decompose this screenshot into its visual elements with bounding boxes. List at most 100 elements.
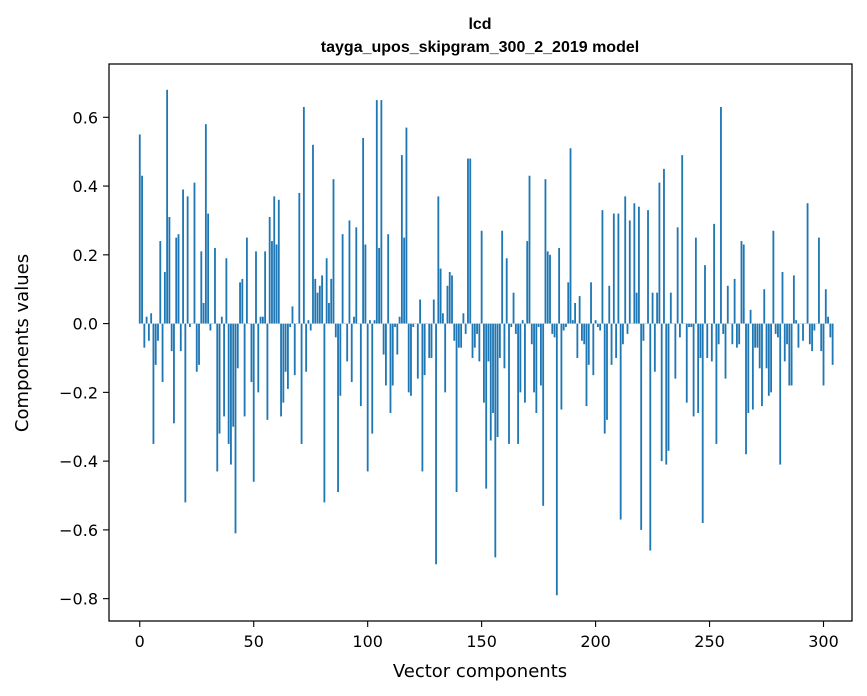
bar <box>608 285 611 324</box>
bar <box>173 323 175 424</box>
bar <box>599 323 602 331</box>
bar <box>202 302 205 324</box>
bar <box>471 323 474 358</box>
bar <box>555 323 558 596</box>
bar <box>601 210 604 324</box>
bar <box>512 292 515 324</box>
bar <box>663 168 665 324</box>
bar <box>435 323 437 565</box>
bar <box>731 323 734 345</box>
y-tick-label: −0.8 <box>59 590 98 609</box>
bar <box>612 213 615 324</box>
bar <box>366 323 369 472</box>
bar <box>710 323 713 362</box>
bar <box>339 323 342 396</box>
plot-frame <box>108 63 853 622</box>
bar <box>647 210 649 324</box>
bar <box>653 323 656 372</box>
y-tick-label: 0.4 <box>73 177 98 196</box>
bar <box>239 282 241 324</box>
bar <box>403 237 406 324</box>
bar <box>651 292 654 324</box>
bar <box>483 323 485 403</box>
bar <box>715 323 718 444</box>
x-tick-label: 50 <box>244 632 264 651</box>
bar <box>681 155 684 324</box>
bar <box>300 323 303 444</box>
bar <box>806 203 809 324</box>
bar <box>227 323 230 444</box>
bar <box>820 323 823 352</box>
bar <box>610 323 613 365</box>
bar <box>642 323 645 341</box>
bar <box>754 323 757 348</box>
bar <box>430 323 433 358</box>
bar <box>676 227 679 324</box>
bar <box>282 323 285 403</box>
bar <box>735 323 738 348</box>
bar <box>524 323 526 403</box>
bar <box>827 316 829 324</box>
bar <box>467 158 469 324</box>
bar <box>268 217 271 324</box>
bar <box>145 316 148 324</box>
bar <box>592 323 595 376</box>
bar <box>585 323 588 407</box>
bar <box>284 323 287 372</box>
bar <box>774 323 777 334</box>
bar <box>818 237 820 324</box>
bar <box>359 323 362 407</box>
bar <box>387 234 390 324</box>
bar <box>464 323 467 334</box>
y-tick-label: 0.0 <box>73 315 98 334</box>
bar <box>733 278 736 324</box>
bar <box>767 323 770 396</box>
bar <box>824 289 827 324</box>
bar <box>193 182 196 324</box>
bar <box>168 217 171 324</box>
bar <box>628 220 631 324</box>
y-tick-label: −0.4 <box>59 452 98 471</box>
bar <box>581 323 583 341</box>
bar <box>553 323 556 338</box>
bar <box>503 323 506 369</box>
bar <box>264 251 267 324</box>
bar <box>138 134 141 324</box>
bar <box>143 323 146 348</box>
bar <box>166 89 169 324</box>
bar <box>273 196 276 324</box>
bar <box>533 323 535 393</box>
bar <box>587 323 590 365</box>
bar <box>756 323 759 348</box>
bar <box>182 189 184 324</box>
y-axis: −0.8 −0.6 −0.4 −0.2 0.0 0.2 0.4 0.6 <box>59 108 109 609</box>
bar <box>786 323 788 345</box>
bar <box>428 323 431 358</box>
bar <box>699 323 702 358</box>
y-tick-label: 0.6 <box>73 108 98 127</box>
bar <box>724 323 727 379</box>
bar <box>560 323 563 410</box>
bar <box>380 100 383 324</box>
bar <box>412 323 415 328</box>
bar <box>478 323 481 362</box>
bar <box>777 323 779 338</box>
bar <box>558 247 561 324</box>
bar <box>480 230 483 324</box>
bar <box>738 323 741 345</box>
bar <box>745 323 747 455</box>
bar <box>437 196 440 324</box>
bar <box>635 292 638 324</box>
bar <box>720 106 722 324</box>
bar <box>492 323 494 413</box>
bar <box>362 137 365 324</box>
bar <box>232 323 235 427</box>
y-axis-label: Components values <box>12 254 33 432</box>
bar <box>617 213 620 324</box>
bar <box>350 323 353 383</box>
bar <box>275 244 278 324</box>
bar <box>209 323 212 331</box>
y-tick-label: −0.2 <box>59 383 98 402</box>
bar <box>790 323 793 386</box>
bar <box>808 323 811 345</box>
